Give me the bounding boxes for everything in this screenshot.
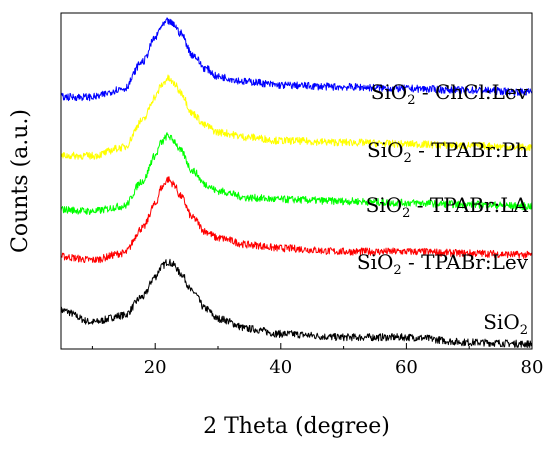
series-label: SiO2 - ChCl:Lev	[371, 80, 529, 108]
series-label-subscript: 2	[404, 151, 412, 166]
series-line	[60, 74, 533, 160]
series-label-main: SiO	[367, 138, 404, 162]
series-line	[60, 258, 533, 348]
series-label: SiO2 - TPABr:Ph	[367, 138, 528, 166]
series-label-rest: - TPABr:LA	[410, 193, 528, 217]
x-tick-label: 40	[269, 357, 292, 378]
series-label-main: SiO	[483, 310, 520, 334]
x-axis-ticks: 20 40 60 80	[91, 343, 544, 378]
series-label-rest: - TPABr:Ph	[412, 138, 528, 162]
x-tick-label: 60	[395, 357, 418, 378]
series-label-main: SiO	[366, 193, 403, 217]
series-line	[60, 132, 533, 216]
series-label: SiO2	[483, 310, 528, 338]
series-label-subscript: 2	[407, 93, 415, 108]
x-axis-title: 2 Theta (degree)	[203, 414, 390, 439]
series-label-subscript: 2	[402, 206, 410, 221]
series-label-main: SiO	[357, 250, 394, 274]
series-label-subscript: 2	[393, 263, 401, 278]
y-axis-title: Counts (a.u.)	[8, 109, 33, 253]
series-label-subscript: 2	[520, 323, 528, 338]
series-line	[60, 17, 533, 102]
x-tick-label: 20	[144, 357, 167, 378]
series-label-main: SiO	[371, 80, 408, 104]
series-curves	[60, 17, 533, 348]
series-label: SiO2 - TPABr:LA	[366, 193, 529, 221]
plot-frame	[60, 12, 533, 350]
series-label-rest: - TPABr:Lev	[402, 250, 529, 274]
series-line	[60, 176, 533, 264]
series-label: SiO2 - TPABr:Lev	[357, 250, 529, 278]
series-label-rest: - ChCl:Lev	[415, 80, 528, 104]
x-tick-label: 80	[521, 357, 544, 378]
